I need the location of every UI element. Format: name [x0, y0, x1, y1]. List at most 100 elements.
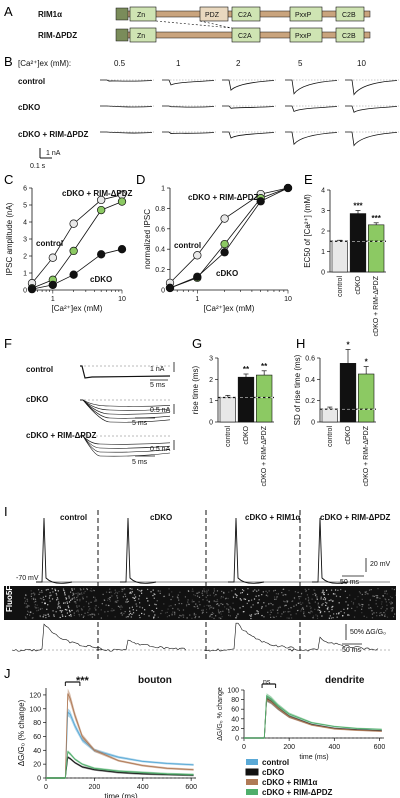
linescan-pixel: [314, 589, 316, 592]
linescan-pixel: [244, 598, 247, 600]
linescan-pixel: [267, 611, 269, 613]
linescan-pixel: [344, 590, 347, 592]
f-trace: [80, 435, 171, 445]
linescan-pixel: [41, 591, 43, 593]
action-potential: [312, 517, 349, 584]
linescan-pixel: [218, 617, 220, 619]
linescan-pixel: [208, 605, 210, 607]
linescan-pixel: [236, 595, 238, 597]
linescan-pixel: [121, 614, 123, 616]
linescan-pixel: [172, 596, 174, 598]
y-tick-label: 40: [33, 748, 41, 755]
linescan-pixel: [81, 609, 83, 611]
linescan-pixel: [372, 595, 374, 597]
panel-d-normalized-ipsc: 0 0.2 0.4 0.6 0.8 1 1 10 [Ca²⁺]ex (mM) normalized…: [143, 183, 293, 313]
linescan-pixel: [152, 594, 154, 597]
f-rise-traces: [80, 362, 175, 457]
bar: [349, 213, 367, 273]
linescan-pixel: [168, 593, 170, 595]
linescan-pixel: [138, 614, 140, 617]
linescan-pixel: [110, 591, 112, 593]
y-tick-label: 20: [33, 762, 41, 769]
category-label: control: [225, 426, 232, 447]
linescan-pixel: [384, 613, 386, 615]
svg-text:1 nA: 1 nA: [150, 366, 165, 373]
linescan-pixel: [55, 611, 57, 613]
linescan-pixel: [63, 589, 65, 592]
linescan-pixel: [370, 589, 372, 591]
linescan-pixel: [166, 611, 168, 614]
f-trace: [80, 365, 171, 379]
y-tick-label: 3: [209, 356, 213, 363]
linescan-pixel: [312, 615, 315, 617]
linescan-pixel: [202, 599, 204, 601]
linescan-pixel: [77, 611, 79, 613]
linescan-pixel: [155, 607, 158, 609]
linescan-pixel: [87, 614, 89, 616]
linescan-pixel: [302, 608, 305, 610]
data-point: [193, 251, 202, 260]
svg-text:5 ms: 5 ms: [132, 420, 148, 427]
linescan-pixel: [227, 597, 229, 600]
linescan-pixel: [254, 589, 256, 591]
y-tick-label: 3: [23, 237, 27, 244]
linescan-pixel: [310, 607, 312, 610]
linescan-pixel: [198, 601, 200, 603]
linescan-pixel: [152, 589, 154, 591]
linescan-pixel: [391, 609, 394, 611]
linescan-pixel: [347, 614, 349, 616]
category-label: cDKO: [355, 275, 362, 294]
linescan-pixel: [193, 605, 195, 608]
linescan-pixel: [295, 604, 297, 606]
linescan-pixel: [254, 613, 256, 615]
linescan-pixel: [55, 592, 57, 595]
linescan-pixel: [235, 596, 238, 598]
linescan-pixel: [270, 616, 272, 619]
linescan-pixel: [277, 612, 279, 614]
linescan-pixel: [297, 609, 299, 612]
linescan-pixel: [366, 616, 368, 618]
linescan-pixel: [309, 605, 311, 607]
linescan-pixel: [346, 608, 349, 610]
linescan-pixel: [52, 610, 54, 612]
linescan-pixel: [161, 609, 163, 612]
linescan-pixel: [222, 592, 225, 594]
linescan-pixel: [370, 607, 372, 609]
significance-mark: **: [261, 362, 268, 371]
linescan-pixel: [380, 614, 383, 616]
linescan-pixel: [121, 590, 123, 593]
linescan-pixel: [282, 594, 284, 596]
svg-text:5 ms: 5 ms: [150, 382, 166, 389]
linescan-pixel: [322, 603, 324, 605]
linescan-pixel: [50, 594, 52, 596]
linescan-pixel: [333, 613, 335, 615]
linescan-pixel: [141, 589, 143, 591]
linescan-pixel: [241, 591, 243, 594]
data-point: [117, 245, 127, 254]
linescan-pixel: [308, 602, 310, 604]
linescan-pixel: [107, 604, 110, 607]
linescan-pixel: [66, 609, 68, 611]
linescan-pixel: [305, 590, 307, 592]
linescan-pixel: [273, 596, 276, 598]
linescan-pixel: [58, 601, 60, 603]
linescan-pixel: [324, 611, 326, 613]
linescan-pixel: [29, 611, 31, 613]
linescan-pixel: [209, 616, 211, 618]
linescan-pixel: [290, 614, 292, 616]
linescan-pixel: [188, 603, 190, 606]
linescan-pixel: [33, 601, 36, 603]
linescan-pixel: [361, 593, 363, 596]
bar: [339, 363, 357, 423]
linescan-pixel: [353, 616, 356, 618]
linescan-pixel: [293, 597, 295, 599]
linescan-pixel: [376, 615, 378, 617]
linescan-pixel: [111, 595, 113, 597]
linescan-pixel: [66, 602, 69, 604]
linescan-pixel: [191, 599, 194, 601]
linescan-pixel: [157, 616, 159, 618]
svg-text:control: control: [60, 513, 87, 522]
svg-text:C2B: C2B: [342, 33, 356, 40]
linescan-pixel: [82, 596, 84, 598]
